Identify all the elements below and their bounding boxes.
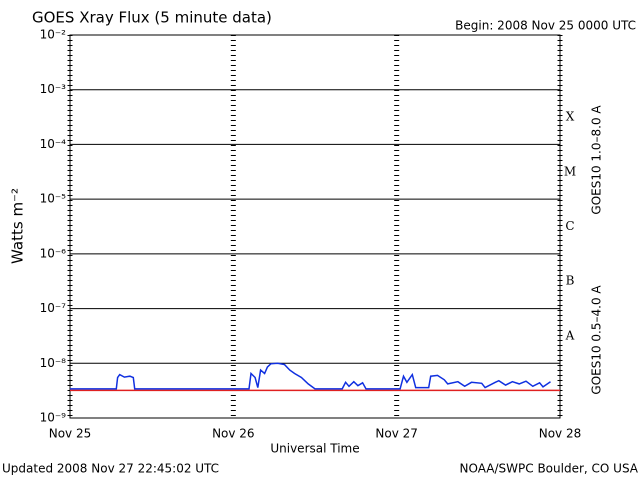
flare-class: A	[565, 328, 575, 342]
x-axis-label: Universal Time	[270, 442, 359, 456]
chart-title: GOES Xray Flux (5 minute data)	[32, 9, 272, 27]
chart-subtitle: Begin: 2008 Nov 25 0000 UTC	[455, 19, 636, 33]
flare-class: X	[566, 110, 575, 124]
data-line	[70, 362, 551, 390]
footer-left: Updated 2008 Nov 27 22:45:02 UTC	[2, 462, 219, 476]
legend-entry: GOES10 0.5–4.0 A	[590, 285, 604, 395]
flare-class: B	[566, 274, 575, 288]
y-tick-label: 10⁻⁵	[40, 192, 67, 206]
x-tick-label: Nov 27	[375, 427, 418, 441]
y-axis-label: Watts m⁻²	[9, 188, 27, 264]
x-tick-label: Nov 25	[49, 427, 92, 441]
y-tick-label: 10⁻⁶	[40, 246, 67, 260]
y-tick-label: 10⁻⁹	[40, 411, 67, 425]
flare-class: C	[565, 219, 574, 233]
x-tick-label: Nov 26	[212, 427, 255, 441]
x-tick-label: Nov 28	[539, 427, 582, 441]
footer-right: NOAA/SWPC Boulder, CO USA	[460, 462, 639, 476]
y-tick-label: 10⁻⁴	[40, 137, 67, 151]
legend-entry: GOES10 1.0–8.0 A	[590, 105, 604, 215]
y-tick-label: 10⁻²	[40, 28, 67, 42]
flare-class: M	[564, 164, 576, 178]
y-tick-label: 10⁻⁷	[40, 301, 67, 315]
y-tick-label: 10⁻³	[40, 82, 67, 96]
y-tick-label: 10⁻⁸	[40, 356, 67, 370]
